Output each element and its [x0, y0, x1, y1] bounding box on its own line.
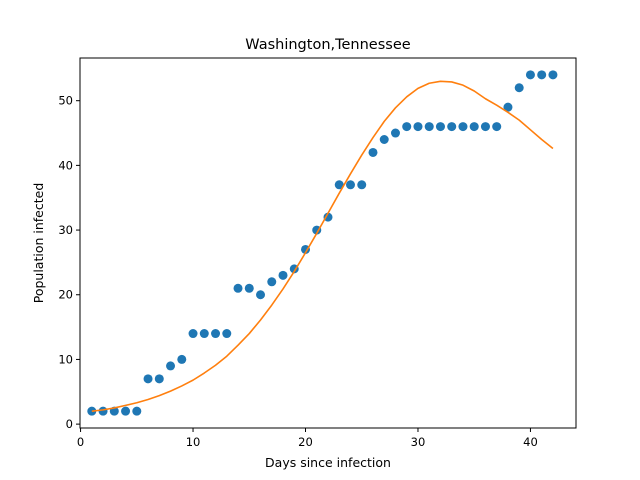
scatter-point — [345, 180, 355, 190]
scatter-point — [435, 122, 445, 132]
scatter-point — [469, 122, 479, 132]
x-axis-label: Days since infection — [265, 455, 391, 470]
scatter-point — [368, 147, 378, 157]
x-tick-label: 20 — [298, 435, 313, 449]
scatter-point — [267, 277, 277, 287]
scatter-point — [244, 283, 254, 293]
scatter-point — [278, 270, 288, 280]
scatter-point — [480, 122, 490, 132]
scatter-point — [98, 406, 108, 416]
scatter-point — [390, 128, 400, 138]
scatter-point — [503, 102, 513, 112]
scatter-point — [166, 361, 176, 371]
scatter-point — [211, 329, 221, 339]
y-tick-label: 50 — [58, 94, 73, 108]
scatter-point — [402, 122, 412, 132]
y-tick-label: 40 — [58, 158, 73, 172]
scatter-point — [233, 283, 243, 293]
scatter-point — [525, 70, 535, 80]
y-axis-label: Population infected — [31, 183, 46, 304]
scatter-point — [548, 70, 558, 80]
scatter-point — [458, 122, 468, 132]
y-tick-label: 20 — [58, 288, 73, 302]
scatter-point — [199, 329, 209, 339]
scatter-point — [537, 70, 547, 80]
scatter-point — [447, 122, 457, 132]
scatter-point — [121, 406, 131, 416]
x-tick-label: 40 — [523, 435, 538, 449]
fit-line — [91, 80, 554, 412]
y-tick-label: 10 — [58, 352, 73, 366]
scatter-point — [514, 83, 524, 93]
scatter-point — [301, 244, 311, 254]
scatter-point — [323, 212, 333, 222]
scatter-point — [143, 374, 153, 384]
scatter-point — [222, 329, 232, 339]
scatter-point — [256, 290, 266, 300]
scatter-point — [357, 180, 367, 190]
scatter-point — [379, 135, 389, 145]
x-tick-label: 30 — [411, 435, 426, 449]
x-tick-label: 10 — [186, 435, 201, 449]
x-tick-label: 0 — [77, 435, 84, 449]
scatter-point — [424, 122, 434, 132]
scatter-point — [177, 354, 187, 364]
scatter-point — [492, 122, 502, 132]
scatter-point — [334, 180, 344, 190]
plot-area — [87, 70, 558, 416]
axes-frame — [79, 57, 577, 429]
axes: 0 10 20 30 40 0 10 20 30 40 50 — [58, 94, 537, 449]
scatter-point — [154, 374, 164, 384]
scatter-point — [132, 406, 142, 416]
y-tick-label: 0 — [66, 417, 73, 431]
scatter-point — [188, 329, 198, 339]
chart-title: Washington,Tennessee — [245, 37, 410, 53]
y-tick-label: 30 — [58, 223, 73, 237]
scatter-point — [413, 122, 423, 132]
